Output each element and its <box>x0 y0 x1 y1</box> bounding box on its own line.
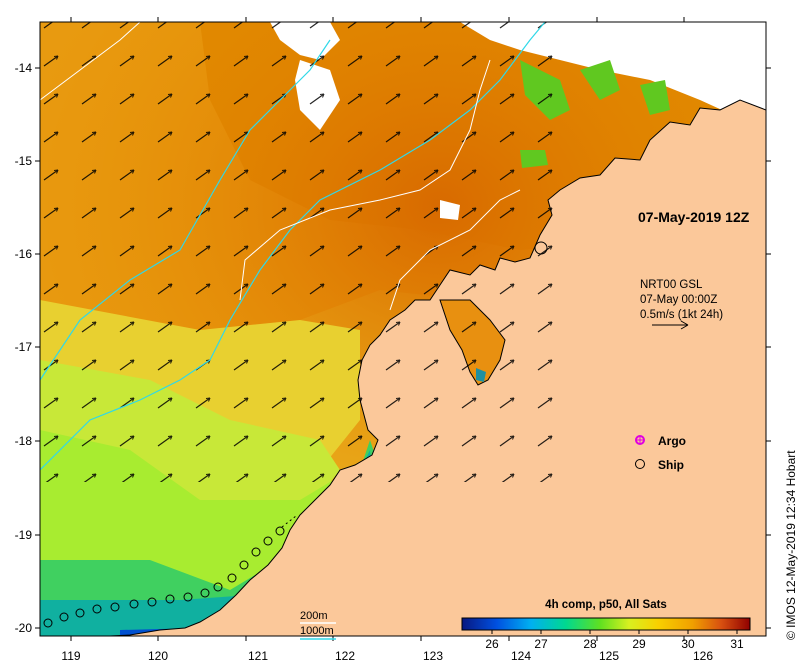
lat-label: -14 <box>15 61 33 75</box>
colorbar-tick: 27 <box>534 637 548 651</box>
argo-label: Argo <box>658 434 686 448</box>
map-title: 07-May-2019 12Z <box>638 209 750 225</box>
lon-label: 119 <box>61 649 80 663</box>
depth-1000-label: 1000m <box>300 625 334 637</box>
lon-labels: 119 120 121 122 123 124 125 126 <box>61 649 713 663</box>
plot-frame <box>39 21 767 637</box>
colorbar-tick: 29 <box>632 637 646 651</box>
argo-marker-icon <box>635 435 645 445</box>
colorbar-gradient <box>461 617 751 631</box>
credit-text: © IMOS 12-May-2019 12:34 Hobart <box>784 450 798 640</box>
lat-ticks <box>35 67 771 629</box>
marker-legend: Argo Ship <box>635 434 686 472</box>
colorbar-tick: 28 <box>583 637 597 651</box>
current-info-line2: 07-May 00:00Z <box>640 294 717 306</box>
lon-label: 125 <box>599 649 619 663</box>
scale-arrow-icon <box>652 320 689 330</box>
colorbar-tick: 31 <box>730 637 744 651</box>
lat-label: -20 <box>15 621 33 635</box>
current-info: NRT00 GSL 07-May 00:00Z 0.5m/s (1kt 24h) <box>640 279 723 321</box>
depth-legend: 200m 1000m <box>300 610 336 640</box>
lon-label: 126 <box>693 649 713 663</box>
depth-200-label: 200m <box>300 610 328 622</box>
colorbar: 4h comp, p50, All Sats 26 27 28 29 30 31 <box>461 599 751 651</box>
plot-area <box>40 22 766 636</box>
lat-label: -17 <box>15 340 33 354</box>
current-info-line1: NRT00 GSL <box>640 279 703 291</box>
contour-200m <box>239 59 491 301</box>
lon-label: 123 <box>423 649 443 663</box>
contour-1000m <box>40 22 546 471</box>
lon-ticks <box>70 17 685 641</box>
lon-label: 124 <box>511 649 531 663</box>
current-vectors <box>40 22 560 482</box>
lat-label: -18 <box>15 434 33 448</box>
lat-label: -16 <box>15 247 33 261</box>
ship-track <box>43 515 297 628</box>
ship-label: Ship <box>658 458 684 472</box>
lat-labels: -14 -15 -16 -17 -18 -19 -20 <box>15 61 33 635</box>
lon-label: 120 <box>148 649 168 663</box>
ship-marker-icon <box>635 459 645 469</box>
lat-label: -15 <box>15 154 33 168</box>
lon-label: 121 <box>248 649 268 663</box>
lon-label: 122 <box>335 649 355 663</box>
lat-label: -19 <box>15 528 33 542</box>
colorbar-tick: 30 <box>681 637 695 651</box>
colorbar-title: 4h comp, p50, All Sats <box>545 599 667 611</box>
colorbar-tick: 26 <box>485 637 499 651</box>
current-info-line3: 0.5m/s (1kt 24h) <box>640 309 723 321</box>
